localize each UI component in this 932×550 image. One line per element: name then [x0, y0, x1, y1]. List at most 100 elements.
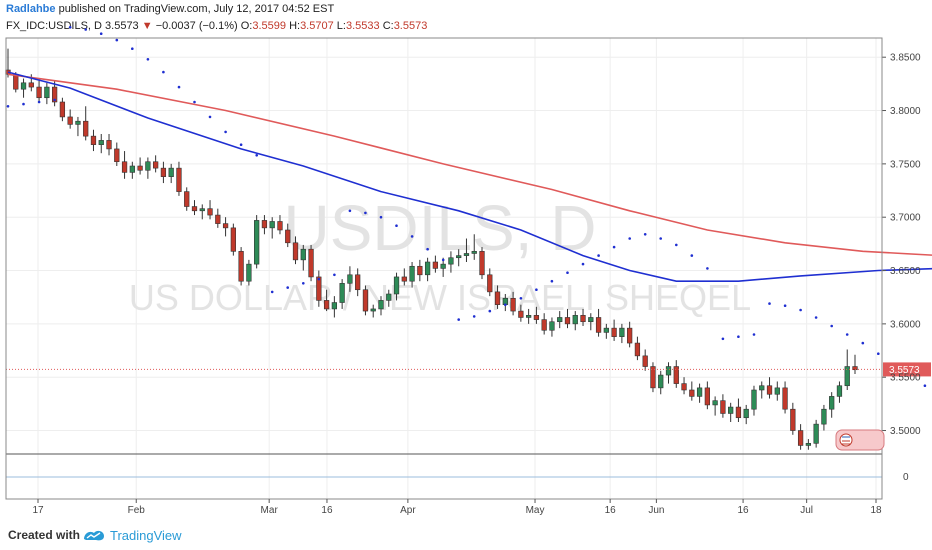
sar-dot: [535, 288, 538, 292]
current-price-label: 3.5573: [889, 365, 920, 376]
candle-up: [658, 374, 664, 389]
x-tick-label: 17: [32, 505, 44, 516]
candle-down: [59, 101, 66, 118]
y-tick-label: 3.5500: [890, 373, 921, 384]
watermark-name: US DOLLAR / NEW ISRAELI SHEQEL: [129, 277, 751, 318]
candle-up: [199, 208, 205, 212]
current-price-badge: 3.5573: [883, 362, 931, 377]
candle-down: [564, 317, 571, 325]
sar-dot: [472, 315, 476, 318]
sar-dot: [364, 211, 367, 215]
candle-up: [696, 387, 703, 397]
candle-up: [844, 366, 850, 387]
sar-dot: [348, 209, 352, 213]
candle-up: [44, 86, 50, 99]
candle-down: [650, 366, 656, 389]
sar-dot: [550, 279, 554, 283]
x-tick-label: May: [526, 505, 545, 516]
candle-up: [145, 161, 151, 171]
candle-down: [13, 73, 19, 90]
close-label: C:: [382, 20, 394, 32]
sar-dot: [6, 105, 10, 108]
candle-down: [316, 276, 322, 301]
sar-dot: [426, 247, 429, 251]
sar-dot: [566, 271, 569, 275]
candle-up: [378, 300, 384, 310]
candle-down: [83, 120, 89, 137]
candle-down: [595, 317, 602, 333]
x-tick-label: 16: [321, 505, 333, 516]
candle-down: [518, 310, 524, 318]
author-link[interactable]: Radlahbe: [6, 3, 56, 15]
candle-up: [813, 423, 819, 444]
candle-up: [75, 120, 81, 125]
sar-dot: [706, 267, 709, 270]
candle-down: [230, 227, 236, 252]
candle-up: [386, 293, 392, 301]
sar-dot: [224, 130, 227, 134]
sar-dot: [675, 243, 678, 247]
candle-down: [533, 315, 540, 320]
candle-up: [339, 283, 345, 303]
low-label: L:: [336, 20, 346, 32]
y-tick-label: 3.7000: [890, 213, 921, 224]
indicator-zero-tick: 0: [903, 472, 909, 483]
sar-dot: [53, 98, 56, 102]
candle-down: [308, 248, 314, 278]
y-tick-label: 3.8000: [890, 106, 921, 117]
candle-up: [254, 220, 260, 265]
y-tick-label: 3.7500: [890, 159, 921, 170]
candle-up: [409, 265, 415, 282]
sar-dot: [612, 245, 616, 249]
sar-dot: [193, 100, 196, 104]
candle-down: [261, 220, 268, 229]
candle-down: [222, 223, 229, 229]
candle-up: [424, 261, 431, 276]
ma-fast-line: [7, 71, 932, 282]
sar-dot: [814, 316, 818, 319]
footer-bar: Created with TradingView: [0, 522, 932, 550]
sar-dot: [68, 26, 72, 29]
down-arrow-icon: ▼: [141, 20, 153, 32]
x-tick-label: Feb: [128, 505, 146, 516]
candle-up: [246, 263, 252, 282]
y-tick-label: 3.5000: [890, 426, 921, 437]
sar-dot: [504, 303, 507, 307]
price-chart[interactable]: USDILS, D US DOLLAR / NEW ISRAELI SHEQEL…: [0, 0, 932, 522]
publish-info: published on TradingView.com, July 12, 2…: [55, 3, 335, 15]
sar-dot: [581, 262, 585, 266]
candle-up: [829, 396, 835, 410]
sar-dot: [830, 324, 833, 328]
candle-down: [627, 327, 633, 344]
sar-dot: [519, 297, 523, 300]
candle-up: [370, 308, 376, 312]
x-axis: 17 Feb Mar 16 Apr May 16 Jun 16 Jul 18: [32, 499, 882, 516]
candle-down: [673, 366, 679, 384]
candle-down: [355, 274, 361, 291]
sar-dot: [783, 304, 787, 308]
candle-down: [191, 206, 198, 212]
candle-up: [331, 302, 337, 310]
candle-down: [494, 291, 501, 305]
sar-dot: [302, 282, 305, 285]
candle-down: [285, 229, 291, 244]
candle-up: [129, 165, 135, 173]
tradingview-logo-icon[interactable]: [82, 527, 106, 543]
candle-down: [323, 300, 330, 310]
sar-dot: [99, 32, 103, 35]
candle-up: [456, 255, 462, 259]
candle-up: [98, 140, 104, 145]
candle-down: [735, 406, 742, 419]
candle-up: [728, 406, 734, 414]
candle-down: [642, 355, 648, 367]
sar-dot: [270, 290, 274, 294]
open-label: O:: [240, 20, 253, 32]
sar-dot: [643, 233, 647, 236]
candle-down: [292, 242, 299, 261]
sar-dot: [22, 102, 25, 106]
events-flag-icon[interactable]: [835, 429, 885, 451]
tradingview-brand-link[interactable]: TradingView: [110, 528, 182, 543]
sar-dot: [115, 38, 119, 42]
candle-down: [207, 208, 213, 216]
candle-down: [720, 400, 726, 414]
